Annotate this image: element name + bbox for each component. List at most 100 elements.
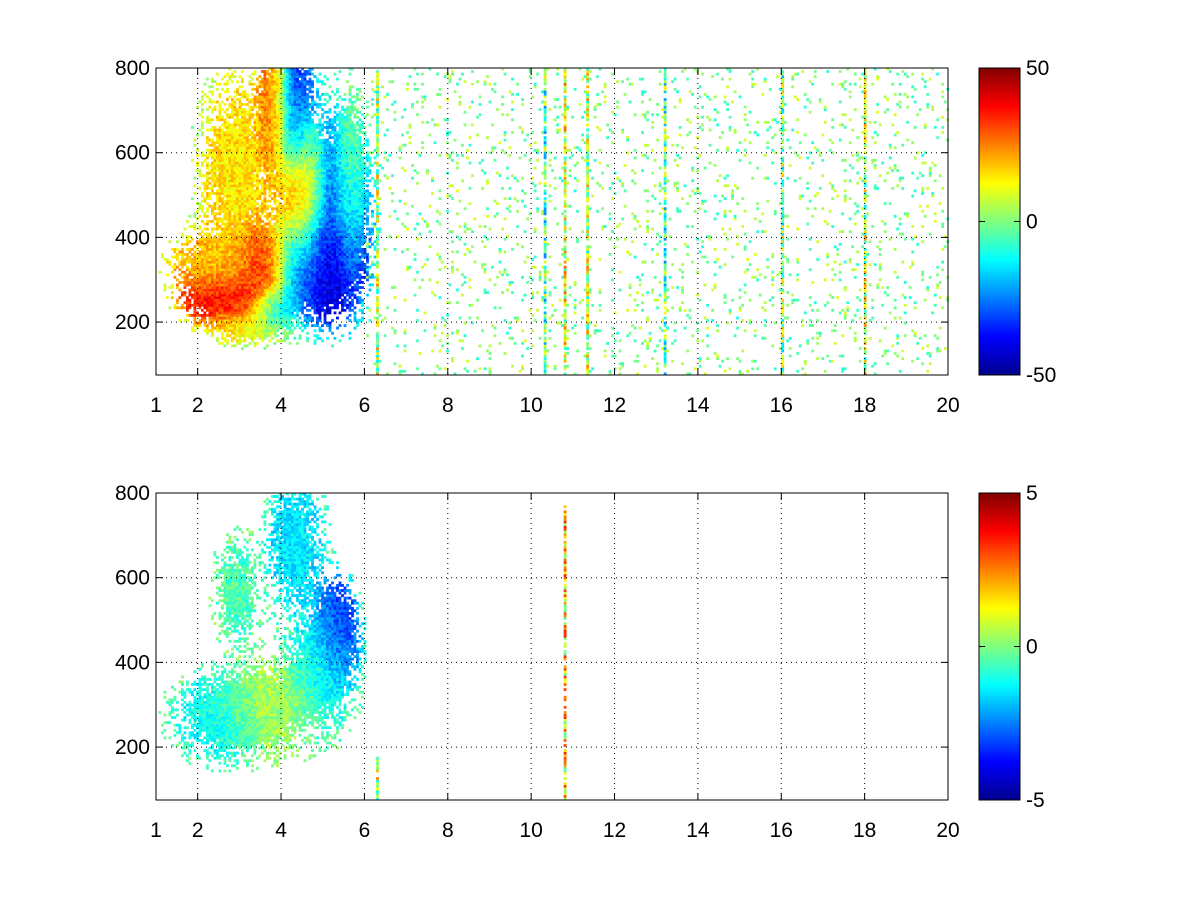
heatmap-cell xyxy=(288,108,292,111)
heatmap-cell xyxy=(261,321,264,325)
heatmap-cell xyxy=(278,151,282,155)
heatmap-cell xyxy=(283,286,287,289)
heatmap-cell xyxy=(261,316,264,320)
heatmap-cell xyxy=(223,192,227,195)
heatmap-cell xyxy=(286,187,289,190)
heatmap-cell xyxy=(306,324,309,327)
heatmap-cell xyxy=(263,225,267,228)
heatmap-cell xyxy=(276,308,279,312)
heatmap-cell xyxy=(231,235,234,239)
heatmap-cell xyxy=(293,154,297,157)
heatmap-cell xyxy=(246,98,249,101)
heatmap-cell xyxy=(306,250,309,254)
heatmap-cell xyxy=(243,113,247,117)
heatmap-cell xyxy=(211,268,214,272)
heatmap-cell xyxy=(183,278,187,282)
heatmap-cell xyxy=(233,194,237,198)
heatmap-cell xyxy=(301,222,304,226)
heatmap-cell xyxy=(211,164,214,167)
heatmap-cell xyxy=(171,286,174,289)
heatmap-cell xyxy=(281,120,284,124)
heatmap-cell xyxy=(248,311,252,315)
heatmap-cell xyxy=(266,275,269,279)
heatmap-cell xyxy=(293,220,297,223)
heatmap-cell xyxy=(273,133,277,137)
heatmap-cell xyxy=(233,230,237,233)
heatmap-cell xyxy=(311,176,314,180)
heatmap-cell xyxy=(326,115,329,119)
heatmap-cell xyxy=(193,250,197,254)
heatmap-cell xyxy=(283,308,287,312)
heatmap-cell xyxy=(296,303,299,307)
heatmap-cell xyxy=(301,126,304,129)
heatmap-cell xyxy=(283,105,287,109)
heatmap-cell xyxy=(276,326,279,330)
heatmap-cell xyxy=(316,240,319,244)
heatmap-cell xyxy=(326,293,329,297)
heatmap-cell xyxy=(318,235,322,239)
heatmap-cell xyxy=(293,255,297,259)
heatmap-cell xyxy=(283,220,287,223)
heatmap-cell xyxy=(311,108,314,111)
heatmap-cell xyxy=(223,151,227,155)
heatmap-cell xyxy=(288,143,292,147)
heatmap-cell xyxy=(273,237,277,241)
heatmap-cell xyxy=(293,230,297,233)
heatmap-cell xyxy=(323,181,327,185)
heatmap-cell xyxy=(246,324,249,327)
heatmap-cell xyxy=(188,248,192,251)
heatmap-cell xyxy=(223,169,227,172)
heatmap-cell xyxy=(258,217,262,221)
heatmap-cell xyxy=(281,115,284,119)
heatmap-cell xyxy=(253,291,257,294)
heatmap-cell xyxy=(291,260,294,264)
heatmap-cell xyxy=(236,232,239,236)
heatmap-cell xyxy=(258,220,262,223)
heatmap-cell xyxy=(233,329,237,333)
heatmap-cell xyxy=(318,103,322,106)
heatmap-cell xyxy=(228,316,232,320)
heatmap-cell xyxy=(261,258,264,261)
heatmap-cell xyxy=(303,278,307,282)
heatmap-cell xyxy=(321,179,324,183)
heatmap-cell xyxy=(266,151,269,155)
heatmap-cell xyxy=(253,197,257,200)
heatmap-cell xyxy=(276,222,279,226)
heatmap-cell xyxy=(323,250,327,254)
heatmap-cell xyxy=(226,232,229,236)
heatmap-cell xyxy=(318,265,322,269)
heatmap-cell xyxy=(201,250,204,254)
heatmap-cell xyxy=(283,258,287,261)
heatmap-cell xyxy=(328,286,332,289)
heatmap-cell xyxy=(206,324,209,327)
heatmap-cell xyxy=(301,227,304,231)
heatmap-cell xyxy=(288,118,292,122)
heatmap-cell xyxy=(243,212,247,216)
heatmap-cell xyxy=(211,151,214,155)
heatmap-cell xyxy=(213,154,217,157)
heatmap-cell xyxy=(298,174,302,178)
heatmap-cell xyxy=(318,286,322,289)
heatmap-cell xyxy=(328,260,332,264)
heatmap-cell xyxy=(261,329,264,333)
heatmap-cell xyxy=(188,306,192,310)
heatmap-cell xyxy=(286,298,289,302)
heatmap-cell xyxy=(306,260,309,264)
heatmap-cell xyxy=(221,296,224,299)
heatmap-cell xyxy=(223,321,227,325)
heatmap-cell xyxy=(236,166,239,170)
heatmap-cell xyxy=(286,308,289,312)
heatmap-cell xyxy=(188,255,192,259)
heatmap-cell xyxy=(266,166,269,170)
heatmap-cell xyxy=(223,270,227,274)
heatmap-cell xyxy=(261,82,264,86)
heatmap-cell xyxy=(206,181,209,185)
heatmap-cell xyxy=(216,100,219,104)
heatmap-cell xyxy=(238,255,242,259)
heatmap-cell xyxy=(293,225,297,228)
heatmap-cell xyxy=(238,214,242,218)
heatmap-cell xyxy=(228,258,232,261)
heatmap-cell xyxy=(291,283,294,287)
heatmap-cell xyxy=(201,265,204,269)
heatmap-cell xyxy=(261,189,264,193)
